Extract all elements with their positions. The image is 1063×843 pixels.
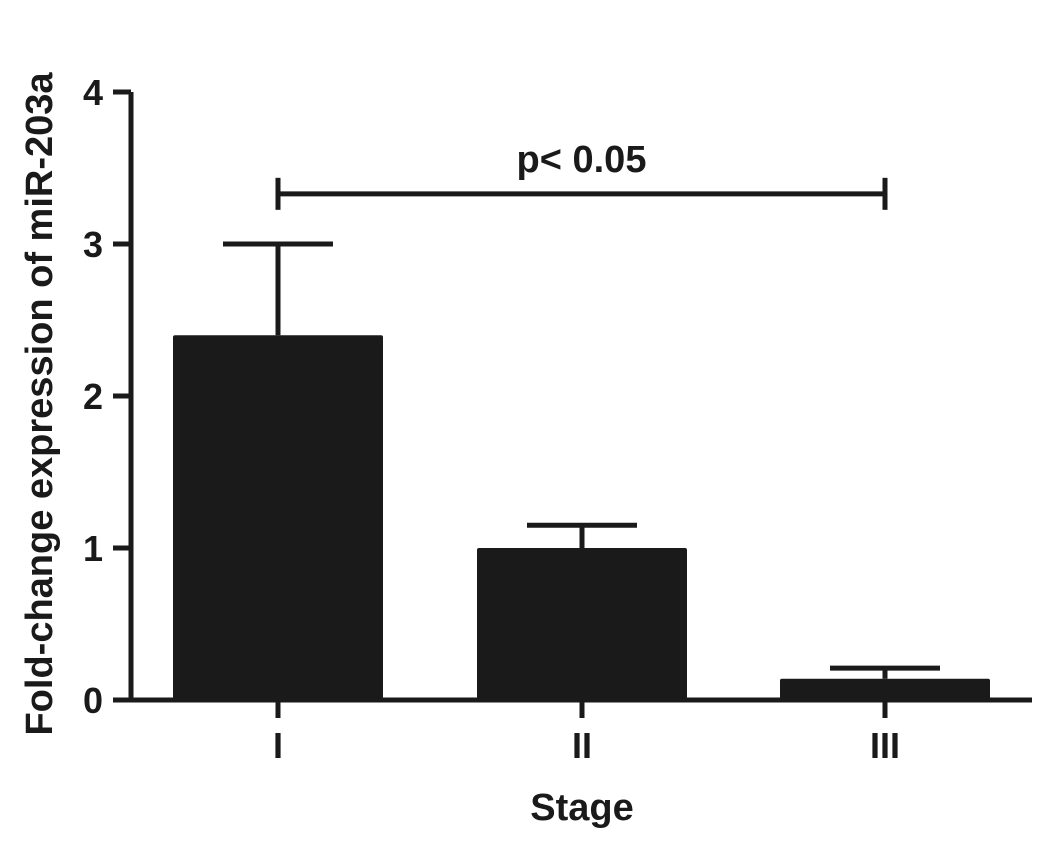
y-axis-title: Fold-change expression of miR-203a [19,72,61,736]
error-bars [223,241,940,679]
y-tick-label: 2 [83,376,103,417]
y-tick-label: 4 [83,72,103,113]
y-tick-label: 1 [83,528,103,569]
y-ticks: 0 1 2 3 4 [83,72,131,721]
x-tick-label-i: I [273,725,283,766]
x-tick-label-iii: III [870,725,900,766]
p-value-label: p< 0.05 [517,139,647,181]
bar-i [173,335,383,700]
significance-annotation: p< 0.05 [275,139,888,210]
x-tick-label-ii: II [572,725,592,766]
y-tick-label: 3 [83,224,103,265]
bar-iii [780,678,990,700]
bars [173,335,990,700]
bar-ii [477,548,687,700]
x-ticks: I II III [273,700,900,766]
y-tick-label: 0 [83,680,103,721]
x-axis-title: Stage [530,787,633,829]
